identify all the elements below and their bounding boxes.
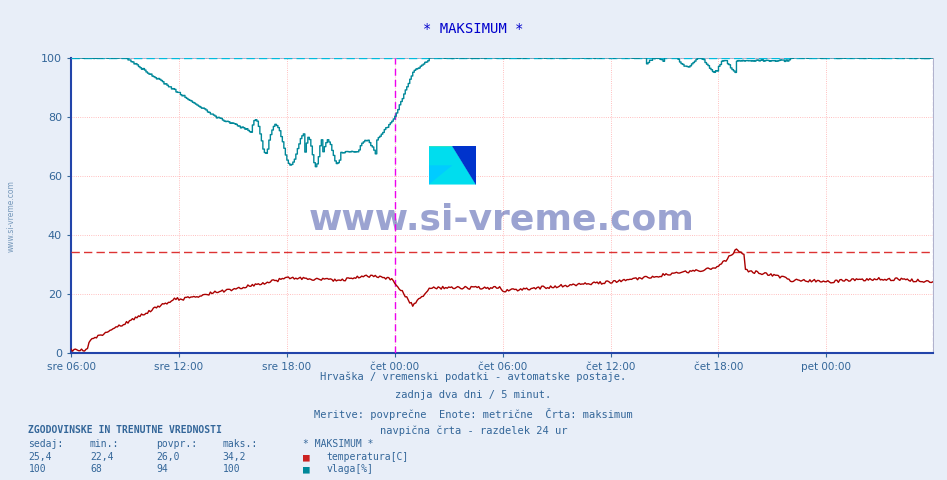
Text: 34,2: 34,2	[223, 452, 246, 462]
Text: 26,0: 26,0	[156, 452, 180, 462]
Text: www.si-vreme.com: www.si-vreme.com	[309, 203, 695, 237]
Text: * MAKSIMUM *: * MAKSIMUM *	[423, 22, 524, 36]
Text: 100: 100	[223, 464, 241, 474]
Polygon shape	[429, 165, 453, 184]
Text: min.:: min.:	[90, 439, 119, 449]
Text: www.si-vreme.com: www.si-vreme.com	[7, 180, 16, 252]
Text: vlaga[%]: vlaga[%]	[327, 464, 374, 474]
Text: 100: 100	[28, 464, 46, 474]
Text: 94: 94	[156, 464, 168, 474]
Text: Hrvaška / vremenski podatki - avtomatske postaje.: Hrvaška / vremenski podatki - avtomatske…	[320, 372, 627, 383]
Text: * MAKSIMUM *: * MAKSIMUM *	[303, 439, 373, 449]
Polygon shape	[429, 146, 476, 184]
Text: 25,4: 25,4	[28, 452, 52, 462]
Text: temperatura[C]: temperatura[C]	[327, 452, 409, 462]
Text: Meritve: povprečne  Enote: metrične  Črta: maksimum: Meritve: povprečne Enote: metrične Črta:…	[314, 408, 633, 420]
Bar	[429, 146, 453, 165]
Text: 22,4: 22,4	[90, 452, 114, 462]
Text: 68: 68	[90, 464, 101, 474]
Text: navpična črta - razdelek 24 ur: navpična črta - razdelek 24 ur	[380, 425, 567, 436]
Text: zadnja dva dni / 5 minut.: zadnja dva dni / 5 minut.	[396, 390, 551, 400]
Text: sedaj:: sedaj:	[28, 439, 63, 449]
Text: ■: ■	[303, 464, 310, 474]
Polygon shape	[453, 146, 476, 184]
Text: povpr.:: povpr.:	[156, 439, 197, 449]
Text: ZGODOVINSKE IN TRENUTNE VREDNOSTI: ZGODOVINSKE IN TRENUTNE VREDNOSTI	[28, 425, 223, 435]
Text: maks.:: maks.:	[223, 439, 258, 449]
Text: ■: ■	[303, 452, 310, 462]
